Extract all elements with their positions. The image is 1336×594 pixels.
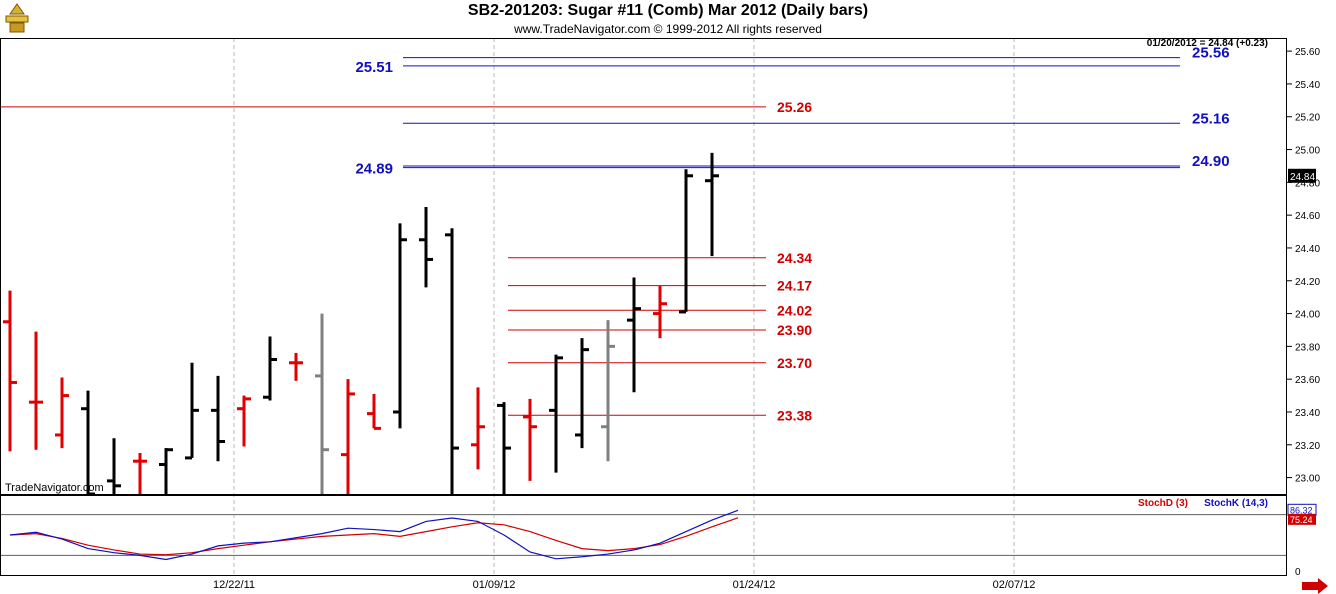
red-level-label: 23.70	[777, 355, 812, 371]
stoch-series-line	[9, 517, 739, 556]
legend-stochk: StochK (14,3)	[1204, 498, 1268, 509]
y-tick-label: 25.00	[1295, 146, 1320, 157]
y-tick-label: 23.40	[1295, 408, 1320, 419]
blue-level-label: 25.51	[355, 59, 393, 76]
y-tick-label: 24.20	[1295, 277, 1320, 288]
price-bars	[3, 152, 719, 496]
y-tick-label: 24.00	[1295, 310, 1320, 321]
red-level-label: 23.90	[777, 322, 812, 338]
scroll-right-arrow-icon	[1302, 578, 1328, 594]
y-tick-label: 24.40	[1295, 244, 1320, 255]
y-tick-label: 24.60	[1295, 211, 1320, 222]
last-quote-label: 01/20/2012 = 24.84 (+0.23)	[1147, 38, 1268, 49]
blue-level-label: 25.16	[1192, 110, 1230, 127]
grid	[233, 38, 1015, 575]
y-tick-label: 23.20	[1295, 441, 1320, 452]
tradenavigator-logo-icon	[5, 3, 29, 33]
price-panel-frame	[0, 38, 1287, 495]
red-level-label: 24.34	[777, 250, 812, 266]
legend-stochd: StochD (3)	[1138, 498, 1188, 509]
y-tick-label: 23.00	[1295, 474, 1320, 485]
last-price-label: 24.84	[1290, 172, 1315, 183]
y-tick-label: 25.40	[1295, 80, 1320, 91]
last-price-box	[1288, 168, 1316, 183]
y-tick-label: 25.60	[1295, 47, 1320, 58]
x-tick-label: 01/24/12	[733, 579, 776, 591]
y-tick-label: 25.20	[1295, 113, 1320, 124]
red-level-label: 24.02	[777, 302, 812, 318]
x-tick-label: 12/22/11	[213, 579, 255, 591]
blue-level-label: 24.89	[355, 161, 393, 178]
price-levels: 25.56 25.51 25.16 24.90 24.89 25.26 24.34 24.17…	[0, 45, 1230, 423]
stochd-value-box	[1288, 513, 1316, 525]
stoch-panel-frame	[0, 495, 1287, 576]
chart-title: SB2-201203: Sugar #11 (Comb) Mar 2012 (D…	[467, 2, 869, 19]
blue-level-label: 24.90	[1192, 153, 1230, 170]
red-level-label: 25.26	[777, 99, 812, 115]
red-level-label: 23.38	[777, 407, 812, 423]
blue-level-label: 25.56	[1192, 45, 1230, 62]
stochd-value-label: 75.24	[1290, 515, 1313, 525]
y-tick-label: 24.80	[1295, 178, 1320, 189]
x-tick-label: 01/09/12	[473, 579, 516, 591]
red-level-label: 24.17	[777, 278, 812, 294]
chart-subtitle: www.TradeNavigator.com © 1999-2012 All r…	[514, 22, 822, 36]
stochk-value-label: 86.32	[1290, 505, 1313, 515]
watermark-label: TradeNavigator.com	[5, 482, 104, 494]
stoch-series-line	[9, 509, 739, 561]
y-tick-label: 23.80	[1295, 342, 1320, 353]
x-tick-label: 02/07/12	[993, 579, 1036, 591]
axes: 12/22/11 01/09/12 01/24/12 02/07/12 23.00 23.…	[0, 38, 1328, 594]
y-tick-label: 23.60	[1295, 375, 1320, 386]
stoch-zero-label: 0	[1295, 567, 1301, 578]
